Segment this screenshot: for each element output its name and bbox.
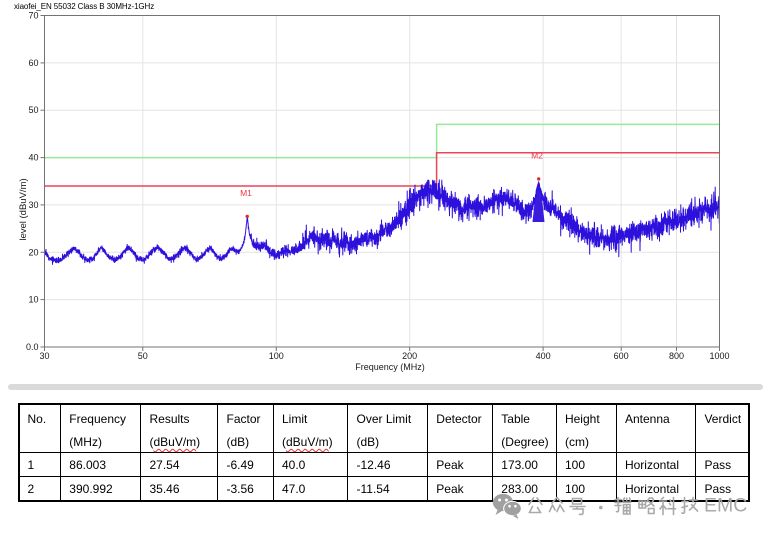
svg-text:200: 200 bbox=[402, 351, 417, 361]
svg-text:50: 50 bbox=[138, 351, 148, 361]
svg-text:40: 40 bbox=[28, 153, 38, 163]
svg-text:50: 50 bbox=[28, 105, 38, 115]
svg-text:10: 10 bbox=[28, 295, 38, 305]
svg-text:400: 400 bbox=[536, 351, 551, 361]
svg-text:70: 70 bbox=[28, 11, 38, 21]
svg-text:30: 30 bbox=[28, 200, 38, 210]
svg-text:1000: 1000 bbox=[709, 351, 729, 361]
svg-text:EMC: EMC bbox=[704, 495, 747, 517]
svg-text:Frequency (MHz): Frequency (MHz) bbox=[355, 362, 425, 372]
svg-text:100: 100 bbox=[269, 351, 284, 361]
svg-text:30: 30 bbox=[39, 351, 49, 361]
svg-text:800: 800 bbox=[669, 351, 684, 361]
svg-text:20: 20 bbox=[28, 247, 38, 257]
svg-text:M1: M1 bbox=[240, 188, 252, 198]
svg-text:0.0: 0.0 bbox=[26, 342, 39, 352]
svg-text:60: 60 bbox=[28, 58, 38, 68]
svg-text:600: 600 bbox=[614, 351, 629, 361]
svg-text:level (dBuV/m): level (dBuV/m) bbox=[18, 178, 29, 240]
svg-text:M2: M2 bbox=[531, 151, 543, 161]
